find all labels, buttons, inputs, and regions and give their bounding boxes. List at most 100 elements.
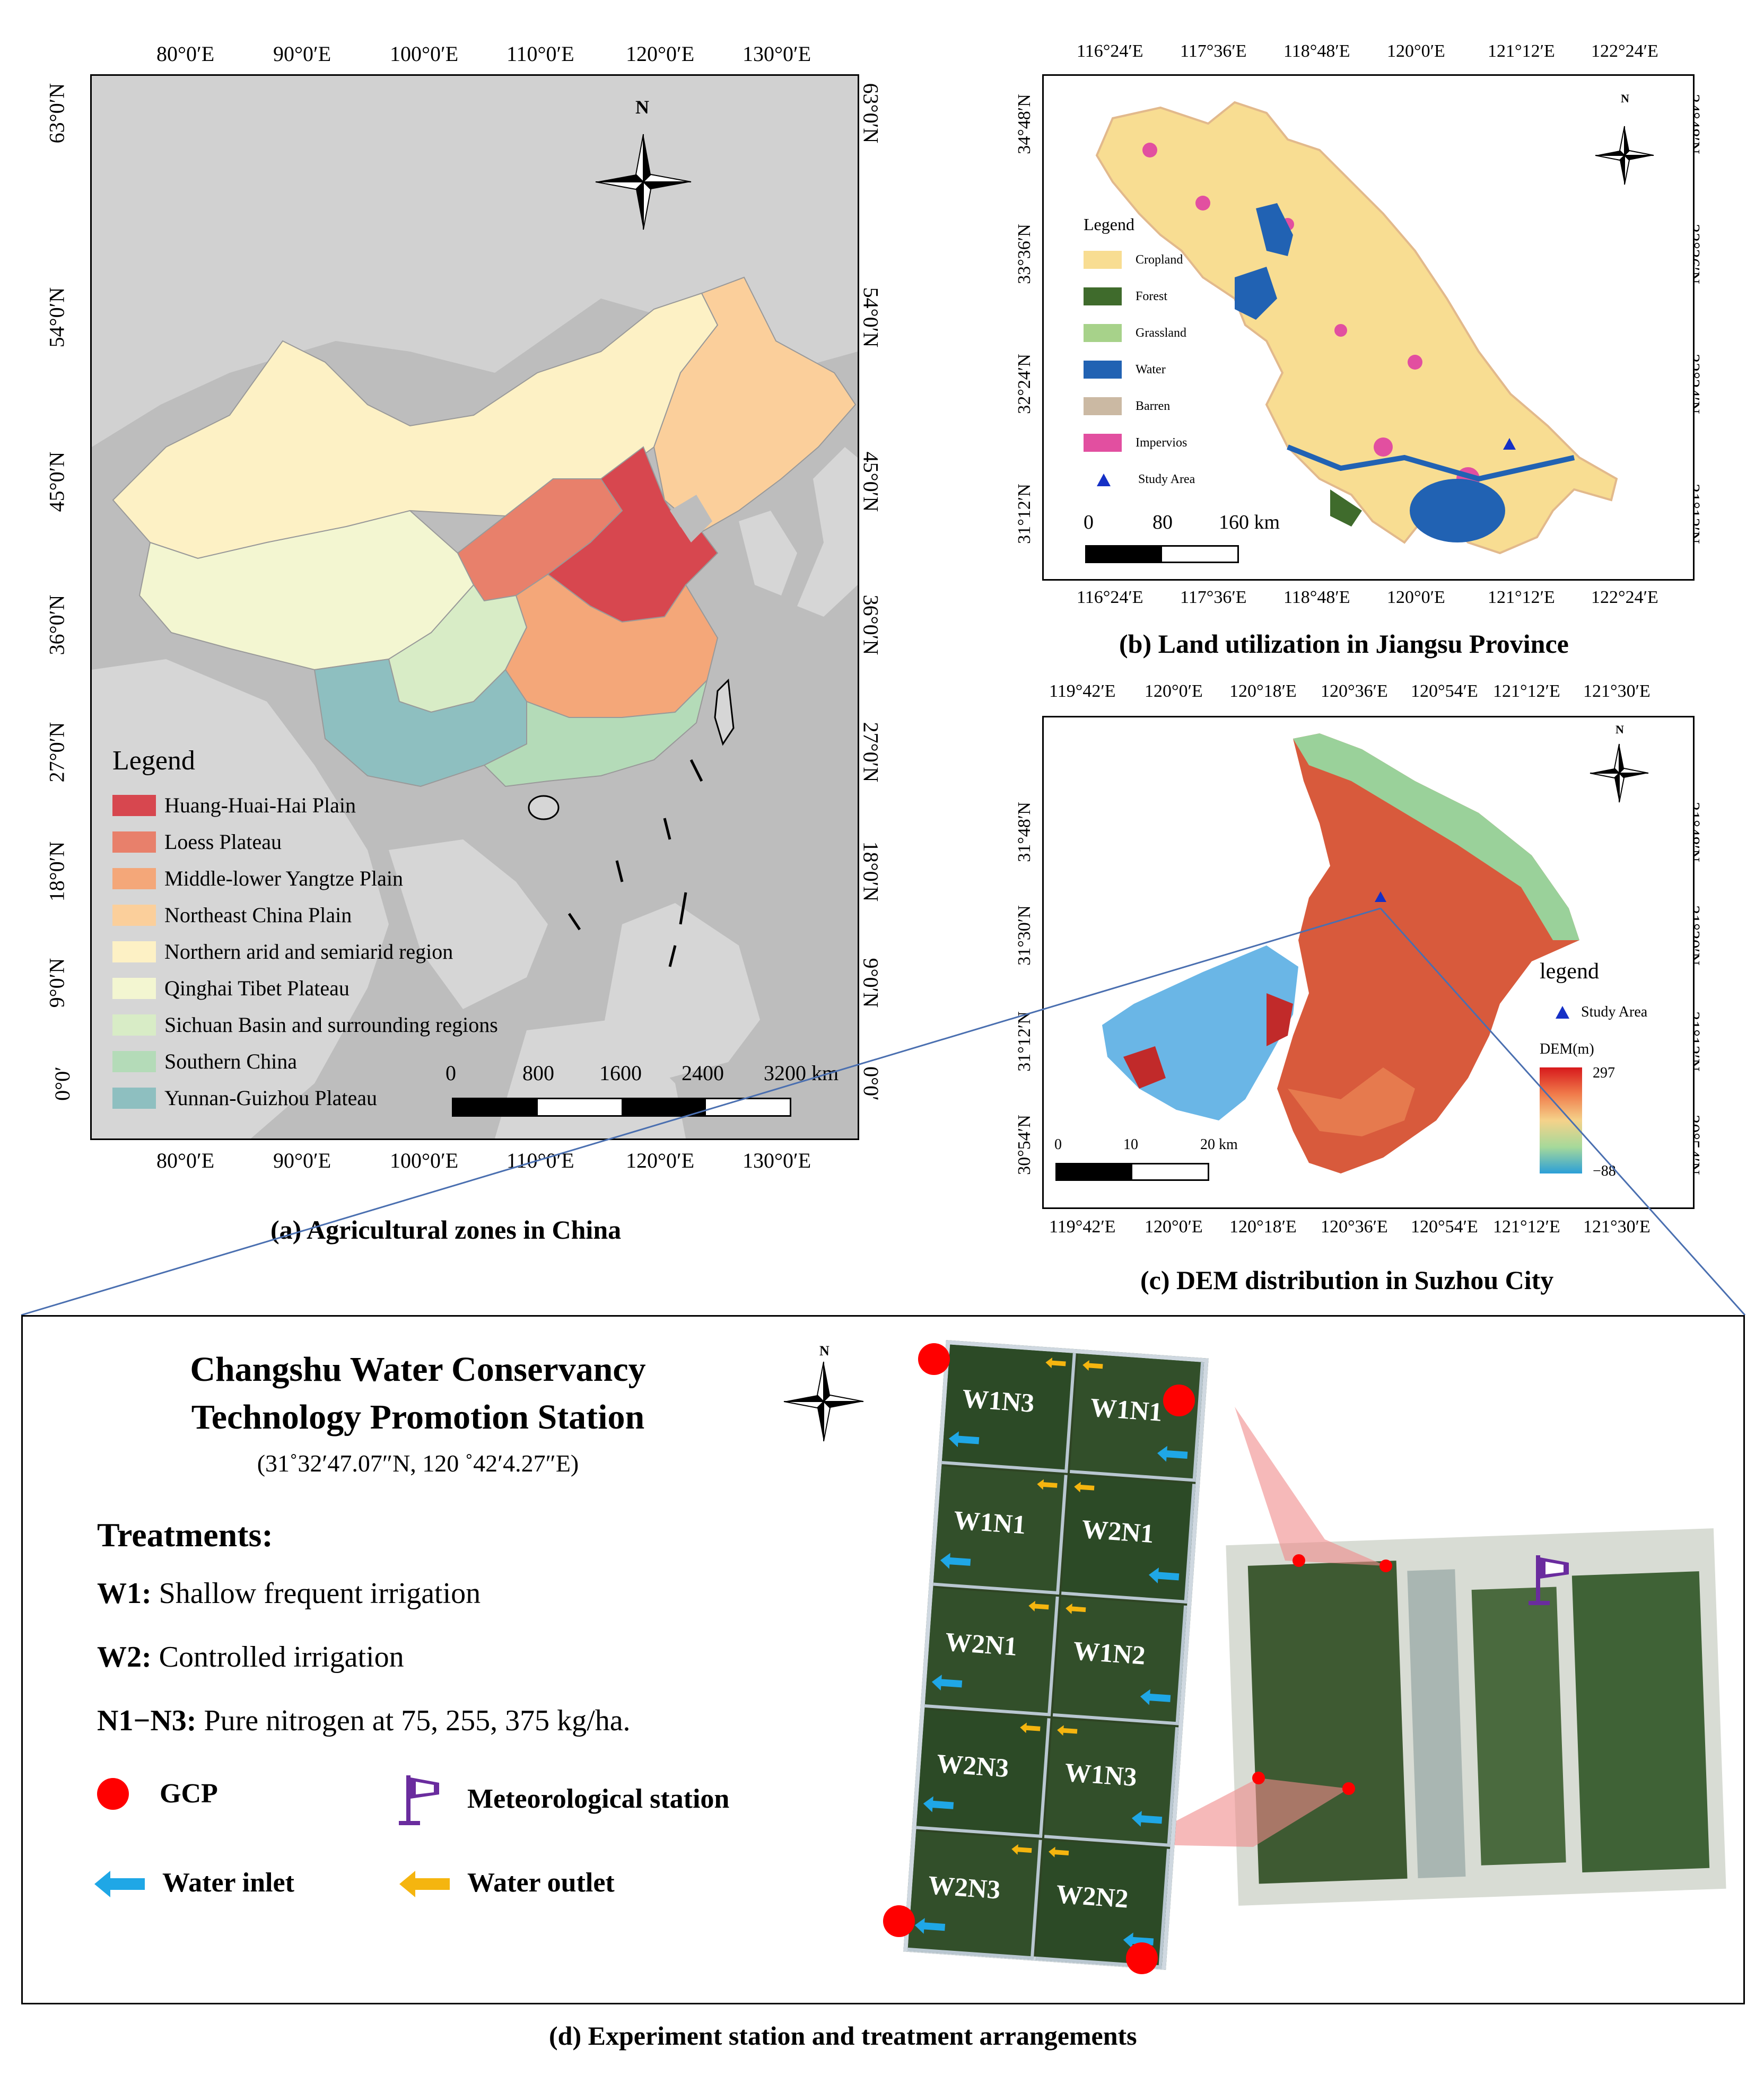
plot-cell: W1N1 <box>933 1466 1068 1595</box>
treatment-key: N1−N3: <box>97 1704 197 1737</box>
dem-title: DEM(m) <box>1540 1041 1594 1057</box>
top-tick: 100°0′E <box>390 42 459 66</box>
water-inlet-icon <box>1157 1446 1188 1462</box>
legend-label: Northern arid and semiarid region <box>164 940 453 963</box>
scale-label: 0 <box>446 1061 456 1085</box>
top-tick: 90°0′E <box>273 42 331 66</box>
treatment-w2: W2: Controlled irrigation <box>97 1640 404 1674</box>
legend-study-area: Study Area <box>1097 472 1195 487</box>
top-tick: 120°18′E <box>1229 681 1297 701</box>
experiment-plots: W1N3 W1N1 W1N1 W2N1 W2N1 W1N2 W2N3 W1N3 W2N3 W2N2 <box>903 1340 1209 1970</box>
legend-item: Impervios <box>1084 434 1187 452</box>
treatment-w1: W1: Shallow frequent irrigation <box>97 1576 481 1610</box>
legend-item: Cropland <box>1084 251 1183 269</box>
dem-color-ramp <box>1540 1067 1582 1173</box>
bottom-tick: 100°0′E <box>390 1149 459 1172</box>
scale-label: 800 <box>522 1061 554 1085</box>
plot-cell: W2N1 <box>1061 1475 1196 1604</box>
scale-bar <box>1055 1163 1209 1181</box>
station-title-line1: Changshu Water Conservancy <box>190 1350 646 1389</box>
bottom-tick: 116°24′E <box>1077 588 1143 607</box>
water-inlet-icon <box>948 1431 980 1448</box>
bottom-tick: 121°30′E <box>1583 1217 1651 1237</box>
legend-title: legend <box>1540 959 1599 984</box>
water-inlet-icon <box>923 1796 954 1812</box>
water-inlet-icon <box>914 1917 946 1934</box>
legend-item: Forest <box>1084 287 1167 305</box>
plot-grid: W1N3 W1N1 W1N1 W2N1 W2N1 W1N2 W2N3 W1N3 W2N3 W2N2 <box>907 1344 1204 1969</box>
gcp-marker-icon <box>918 1343 950 1375</box>
top-tick: 80°0′E <box>156 42 215 66</box>
top-tick: 120°0′E <box>1145 681 1203 701</box>
scale-label: 80 <box>1152 511 1173 533</box>
plot-cell: W1N1 <box>1069 1353 1204 1482</box>
water-inlet-icon <box>940 1553 971 1569</box>
station-title-line2: Technology Promotion Station <box>191 1398 645 1436</box>
legend-swatch <box>112 868 156 889</box>
legend-label: Impervios <box>1136 435 1187 450</box>
treatment-key: W2: <box>97 1641 152 1674</box>
gcp-marker-icon <box>1163 1385 1195 1416</box>
scale-label: 2400 <box>682 1061 724 1085</box>
legend-label: Cropland <box>1136 252 1183 267</box>
treatment-n: N1−N3: Pure nitrogen at 75, 255, 375 kg/… <box>97 1704 631 1738</box>
scale-label: 0 <box>1054 1136 1062 1153</box>
plot-label: W1N1 <box>953 1505 1027 1540</box>
treatment-text: Pure nitrogen at 75, 255, 375 kg/ha. <box>196 1704 631 1737</box>
scale-bar <box>1085 545 1239 563</box>
bottom-tick: 118°48′E <box>1283 588 1350 607</box>
legend-swatch <box>1084 434 1122 452</box>
water-outlet-icon <box>1082 1360 1103 1371</box>
legend-swatch <box>112 1087 156 1109</box>
legend-swatch <box>112 977 156 999</box>
north-label: N <box>819 1343 829 1359</box>
plot-label: W2N1 <box>1080 1513 1155 1549</box>
water-outlet-icon <box>1057 1725 1078 1736</box>
north-label: N <box>635 97 649 118</box>
water-outlet-icon <box>399 1871 450 1897</box>
plot-cell: W2N3 <box>916 1709 1051 1838</box>
plot-label: W1N1 <box>1089 1392 1164 1427</box>
water-outlet-icon <box>1037 1479 1058 1490</box>
plot-cell: W1N3 <box>1044 1718 1179 1847</box>
legend-label: Middle-lower Yangtze Plain <box>164 866 403 890</box>
water-inlet-icon <box>94 1871 145 1897</box>
north-arrow-icon <box>595 134 692 230</box>
water-outlet-icon <box>1028 1601 1049 1611</box>
bottom-tick: 120°0′E <box>1145 1217 1203 1237</box>
legend-title: Legend <box>1084 215 1134 234</box>
bottom-tick: 120°0′E <box>626 1149 695 1172</box>
station-title: Changshu Water Conservancy Technology Pr… <box>23 1346 813 1441</box>
bottom-tick: 90°0′E <box>273 1149 331 1172</box>
legend-swatch <box>112 941 156 962</box>
water-inlet-icon <box>1140 1689 1171 1705</box>
study-area-label: Study Area <box>1138 472 1195 486</box>
legend-item: Middle-lower Yangtze Plain <box>112 866 403 891</box>
bottom-tick: 120°18′E <box>1229 1217 1297 1237</box>
top-tick: 120°0′E <box>1387 41 1445 61</box>
top-tick: 120°0′E <box>626 42 695 66</box>
legend-swatch <box>1084 251 1122 269</box>
legend-item: Loess Plateau <box>112 829 282 854</box>
legend-title: Legend <box>112 746 195 776</box>
bottom-tick: 121°12′E <box>1493 1217 1560 1237</box>
bottom-tick: 119°42′E <box>1049 1217 1116 1237</box>
north-arrow-icon <box>1595 126 1654 185</box>
legend-label: Barren <box>1136 399 1171 413</box>
bottom-tick: 120°0′E <box>1387 588 1445 607</box>
legend-item: Grassland <box>1084 324 1186 342</box>
legend-label: Yunnan-Guizhou Plateau <box>164 1086 378 1110</box>
study-area-label: Study Area <box>1581 1004 1648 1020</box>
top-tick: 118°48′E <box>1283 41 1350 61</box>
legend-item: Southern China <box>112 1049 297 1074</box>
bottom-tick: 120°54′E <box>1411 1217 1478 1237</box>
top-tick: 120°54′E <box>1411 681 1478 701</box>
caption-d: (d) Experiment station and treatment arr… <box>549 2021 1137 2051</box>
water-outlet-icon <box>1066 1603 1086 1614</box>
jiangsu-map <box>1095 101 1654 555</box>
plot-label: W1N3 <box>1063 1757 1138 1792</box>
meteorological-station-icon <box>1529 1555 1569 1605</box>
north-arrow-icon <box>1590 743 1649 803</box>
dem-max: 297 <box>1593 1065 1615 1081</box>
legend-swatch <box>1084 287 1122 305</box>
